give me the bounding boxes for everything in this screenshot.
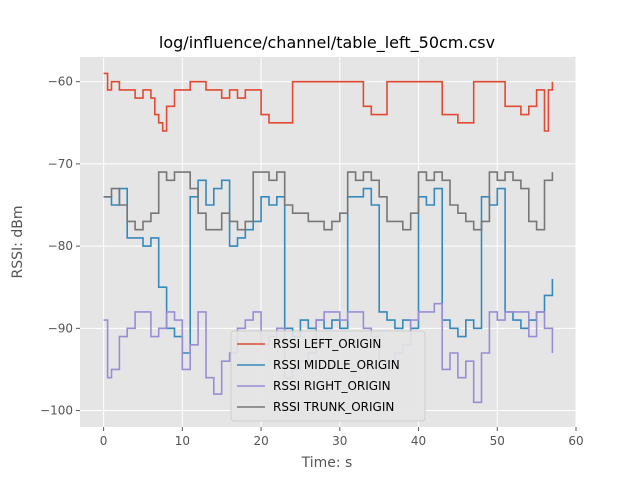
x-tick-label: 20 — [253, 434, 268, 448]
x-tick-label: 40 — [411, 434, 426, 448]
x-axis-title: Time: s — [301, 455, 353, 471]
x-tick-label: 0 — [100, 434, 108, 448]
series-line-3 — [103, 171, 554, 231]
legend-entry: RSSI RIGHT_ORIGIN — [273, 379, 391, 393]
legend-entry: RSSI LEFT_ORIGIN — [273, 337, 381, 351]
x-tick-label: 30 — [332, 434, 347, 448]
series-lines — [103, 72, 554, 404]
x-tick-label: 10 — [175, 434, 190, 448]
series-line-0 — [103, 72, 554, 132]
x-tick-label: 50 — [490, 434, 505, 448]
y-tick-label: −80 — [48, 239, 73, 253]
y-tick-label: −60 — [48, 75, 73, 89]
series-line-2 — [103, 302, 554, 404]
y-axis-title: RSSI: dBm — [10, 206, 26, 279]
y-tick-label: −90 — [48, 321, 73, 335]
legend-box — [230, 330, 426, 422]
legend: RSSI LEFT_ORIGIN RSSI MIDDLE_ORIGIN RSSI R… — [230, 330, 426, 422]
x-tick-label: 60 — [568, 434, 583, 448]
chart-title: log/influence/channel/table_left_50cm.cs… — [159, 33, 495, 53]
legend-entry: RSSI TRUNK_ORIGIN — [273, 400, 394, 414]
y-tick-label: −70 — [48, 157, 73, 171]
axis-ticks: 0 10 20 30 40 50 60 −60 −70 −80 −90 −100 — [40, 75, 584, 448]
legend-entry: RSSI MIDDLE_ORIGIN — [273, 358, 400, 372]
y-tick-label: −100 — [40, 404, 73, 418]
